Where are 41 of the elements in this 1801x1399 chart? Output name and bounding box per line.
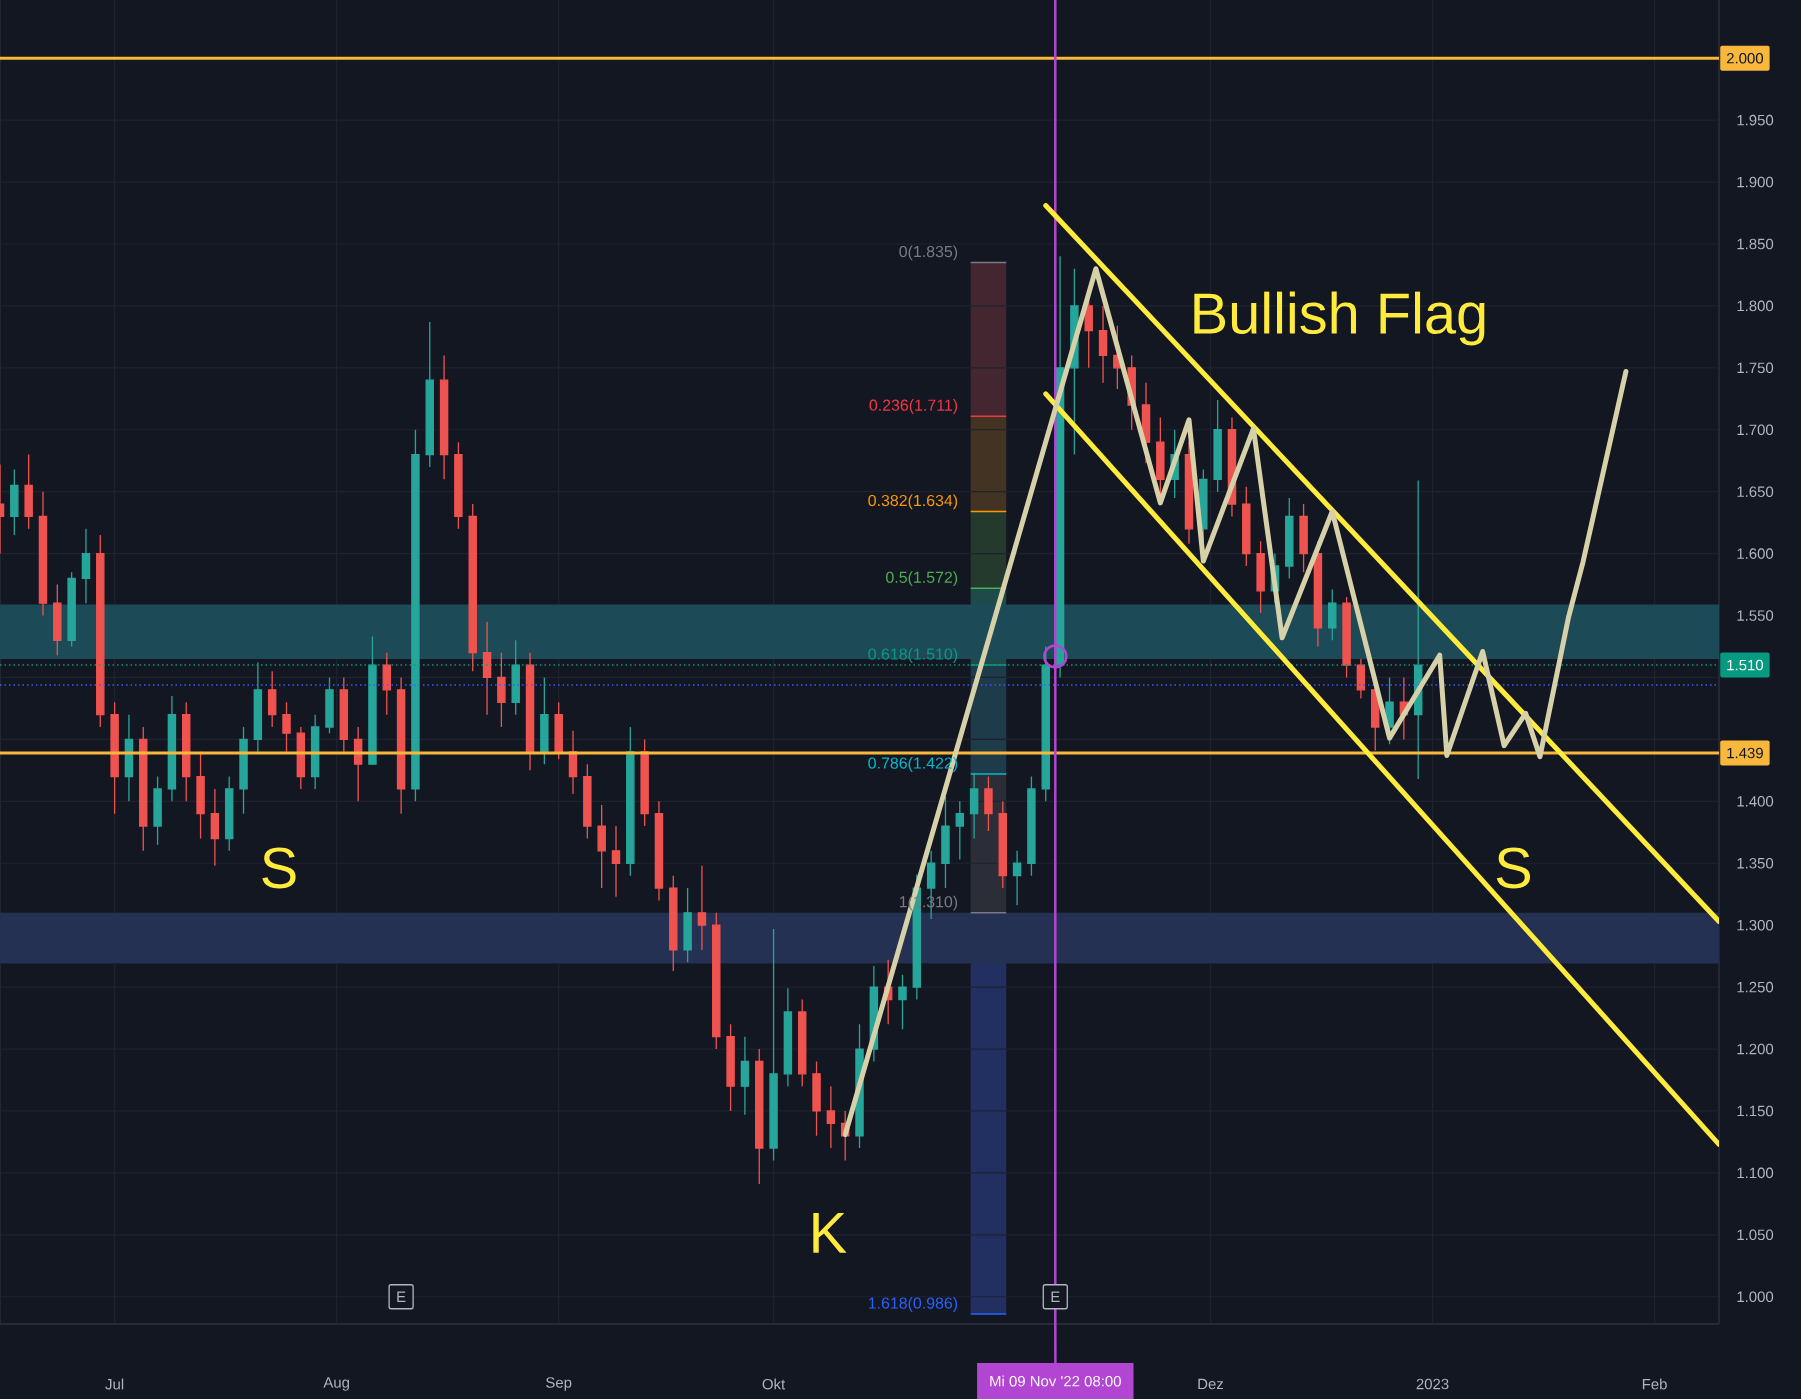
y-tick-label: 1.150 [1737,1105,1774,1117]
y-tick-label: 1.000 [1737,1291,1774,1303]
x-tick-label: Dez [1198,1378,1224,1390]
ref-line-label: Mi 09 Nov '22 08:00 [990,1375,1121,1387]
ref-line-label: 1.439 [1727,747,1763,759]
x-tick-label: 2023 [1416,1378,1449,1390]
ref-line-label: 0(1.835) [899,245,958,261]
y-tick-label: 1.050 [1737,1229,1774,1241]
y-tick-label: 1.350 [1737,857,1774,869]
ref-line-label: 1.510 [1727,659,1764,671]
x-tick-label: Aug [323,1377,349,1391]
x-tick-label: Jul [105,1378,124,1390]
y-tick-label: 1.550 [1737,610,1774,621]
ref-line-label: 0.618(1.510) [868,648,958,663]
annotation: S [262,847,296,889]
annotation: E [397,1291,406,1302]
x-tick-label: Feb [1642,1378,1667,1390]
y-tick-label: 1.850 [1737,238,1774,250]
y-tick-label: 1.700 [1737,424,1774,436]
x-tick-label: Okt [762,1378,786,1390]
y-tick-label: 1.250 [1737,981,1774,993]
x-tick-label: Sep [546,1377,572,1391]
y-tick-label: 1.800 [1737,300,1774,312]
y-tick-label: 1.100 [1737,1167,1774,1179]
y-tick-label: 1.950 [1737,114,1774,126]
annotation: E [1051,1291,1060,1302]
annotation: S [1496,847,1531,889]
ref-line-label: 0.236(1.711) [869,399,958,414]
y-tick-label: 1.650 [1737,486,1774,497]
ref-line-label: 0.5(1.572) [886,571,958,587]
y-tick-label: 1.200 [1737,1043,1774,1055]
ref-line-label: 1.618(0.986) [868,1297,958,1312]
y-tick-label: 1.300 [1737,919,1774,931]
y-tick-label: 1.900 [1737,176,1774,188]
y-tick-label: 1.400 [1737,796,1774,807]
ref-line-label: 0.382(1.634) [868,494,958,510]
ref-line-label: 2.000 [1726,52,1764,64]
annotation: Bullish Flag [1194,291,1485,346]
y-tick-label: 1.750 [1737,362,1774,374]
annotation: K [813,1212,847,1253]
y-tick-label: 1.600 [1737,548,1774,559]
